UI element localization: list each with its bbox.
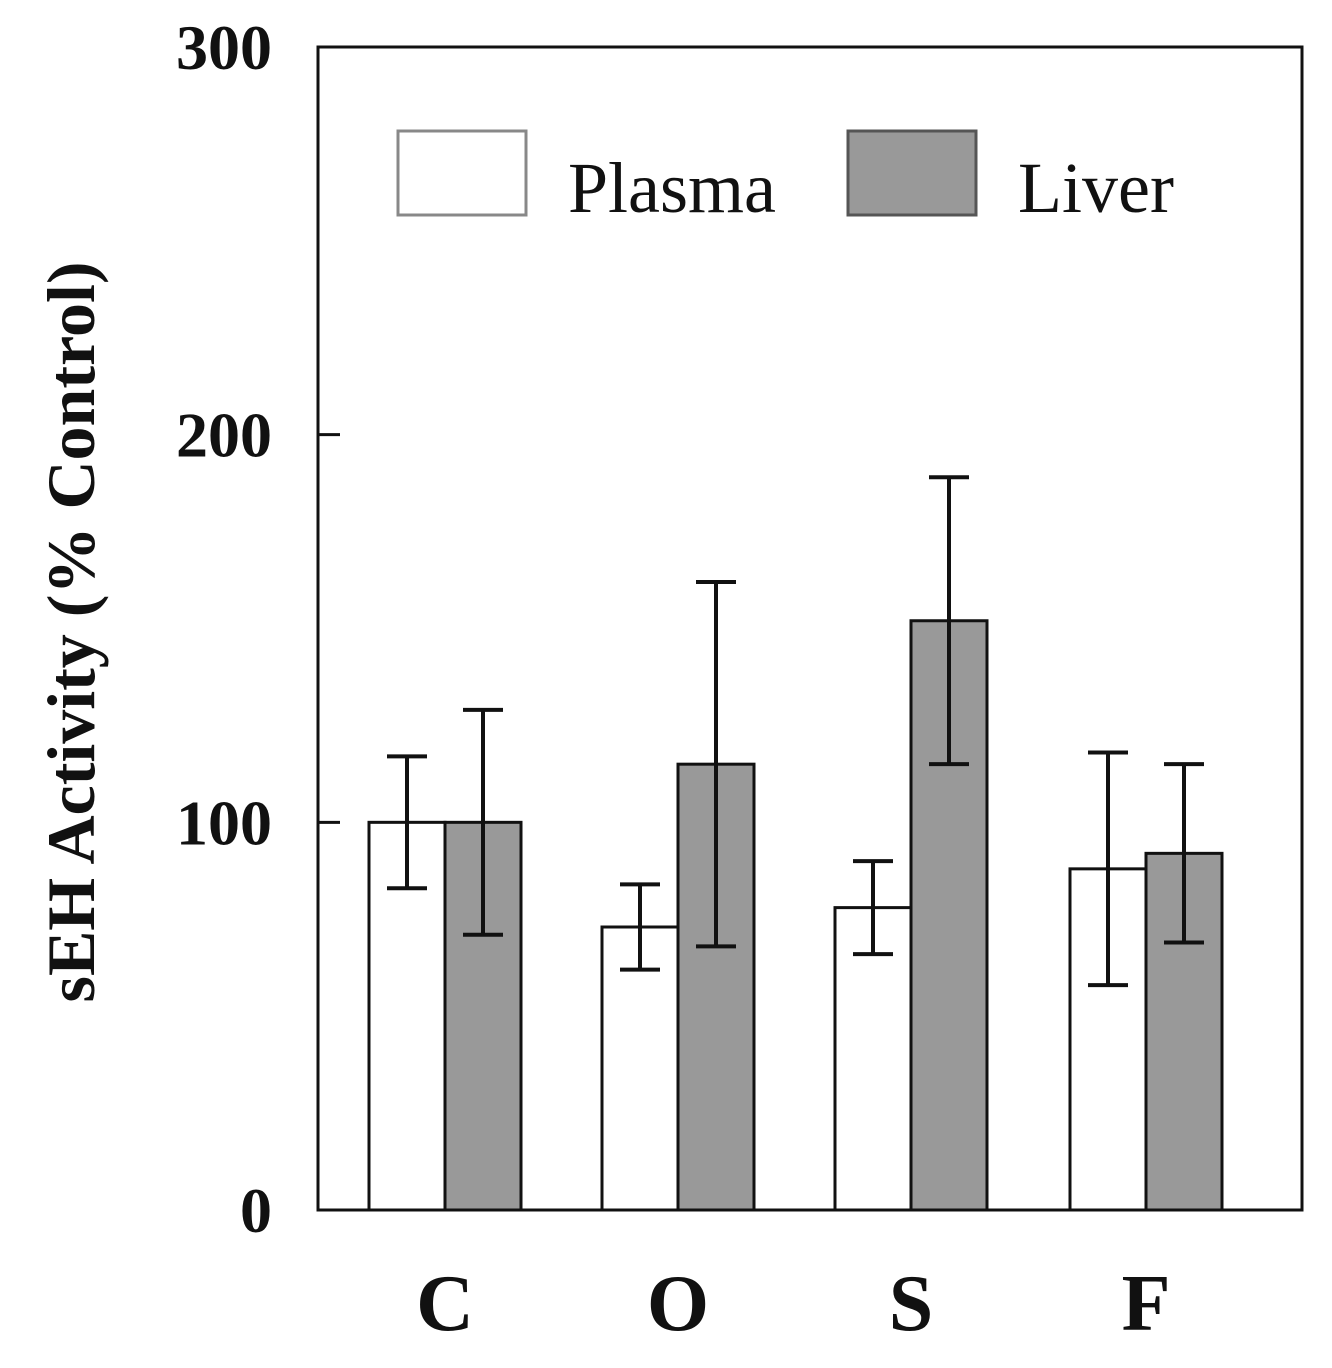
error-bars [387,475,1204,988]
legend: Plasma Liver [396,129,1174,228]
x-tick-label: S [889,1260,934,1348]
bar-liver-O [676,762,756,1212]
bars [367,619,1224,1212]
y-axis-label: sEH Activity (% Control) [33,261,109,1002]
bar-plasma-O [600,925,680,1212]
legend-swatch-plasma [396,129,528,217]
legend-label-liver: Liver [1018,148,1174,228]
axes: 0 100 200 300 C O S F [176,12,1304,1348]
plot-frame [316,45,1304,1212]
y-tick-label: 300 [176,12,272,83]
y-tick-label: 200 [176,400,272,471]
x-tick-label: C [416,1260,474,1348]
bar-liver-S [909,619,989,1212]
y-tick-label: 100 [176,787,272,858]
legend-swatch-liver [846,129,978,217]
y-tick-label: 0 [240,1175,272,1246]
x-tick-label: F [1122,1260,1171,1348]
legend-label-plasma: Plasma [568,148,776,228]
x-tick-label: O [647,1260,709,1348]
bar-plasma-S [833,906,913,1212]
